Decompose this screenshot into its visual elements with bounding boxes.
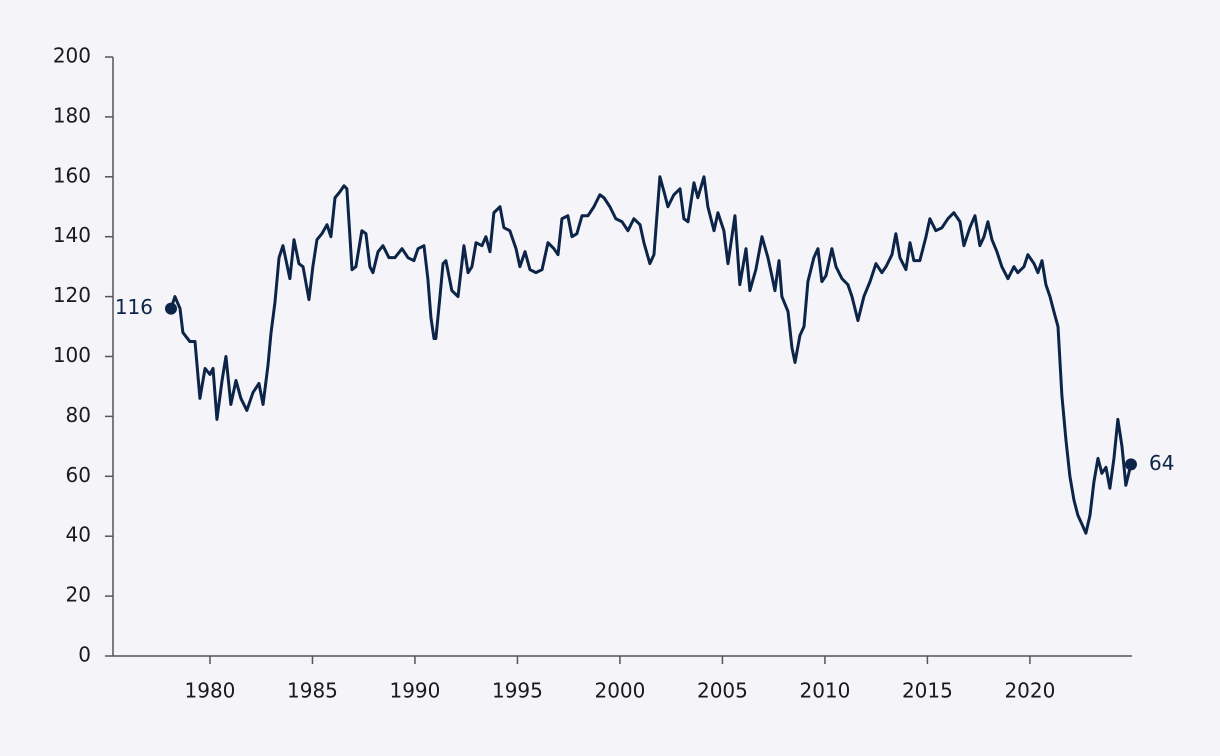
- x-tick-label: 1995: [492, 679, 543, 703]
- end-label: 116: [115, 295, 153, 319]
- x-tick-label: 1985: [287, 679, 338, 703]
- y-tick-label: 40: [66, 523, 91, 547]
- y-tick-label: 200: [53, 44, 91, 68]
- y-tick-label: 0: [78, 643, 91, 667]
- x-tick-label: 1990: [389, 679, 440, 703]
- series-line: [169, 175, 1133, 535]
- x-tick-label: 2000: [594, 679, 645, 703]
- y-tick-label: 80: [66, 403, 91, 427]
- y-tick-label: 100: [53, 343, 91, 367]
- end-point: [165, 302, 178, 315]
- y-tick-label: 120: [53, 283, 91, 307]
- x-tick-label: 1980: [185, 679, 236, 703]
- end-point: [1124, 458, 1137, 471]
- y-tick-label: 160: [53, 163, 91, 187]
- x-tick-label: 2015: [902, 679, 953, 703]
- y-tick-label: 140: [53, 223, 91, 247]
- y-tick-label: 180: [53, 103, 91, 127]
- x-tick-label: 2010: [799, 679, 850, 703]
- end-label: 64: [1149, 451, 1174, 475]
- x-tick-label: 2020: [1004, 679, 1055, 703]
- x-tick-label: 2005: [697, 679, 748, 703]
- y-tick-label: 60: [66, 463, 91, 487]
- y-tick-label: 20: [66, 583, 91, 607]
